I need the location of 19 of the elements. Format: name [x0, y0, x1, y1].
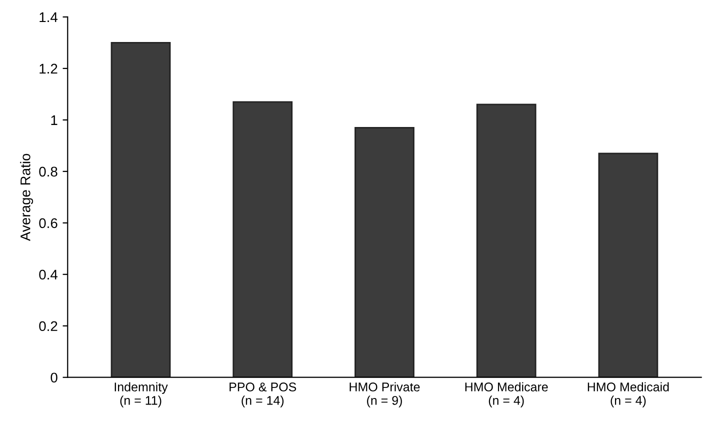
y-tick-label: 1.4: [40, 12, 58, 22]
x-tick-label: HMO Medicaid (n = 4): [588, 382, 669, 408]
x-tick-label: HMO Private (n = 9): [350, 382, 420, 408]
bar: [598, 152, 658, 378]
bar: [476, 104, 536, 378]
y-tick-label: 1.2: [40, 64, 58, 74]
x-tick-label: PPO & POS (n = 14): [230, 382, 296, 408]
x-tick-label: HMO Medicare (n = 4): [465, 382, 548, 408]
y-tick-label: 0: [50, 372, 58, 383]
x-tick-label: Indemnity (n = 11): [114, 382, 168, 408]
y-axis-title: Average Ratio: [20, 154, 34, 242]
bar: [232, 101, 293, 378]
y-tick-label: 0.4: [39, 270, 58, 280]
y-tick-label: 0.6: [39, 218, 58, 228]
bar: [354, 126, 414, 378]
bar: [110, 42, 171, 378]
y-tick-label: 0.2: [39, 321, 58, 332]
y-tick-label: 0.8: [39, 166, 58, 177]
y-tick-label: 1: [51, 115, 58, 125]
